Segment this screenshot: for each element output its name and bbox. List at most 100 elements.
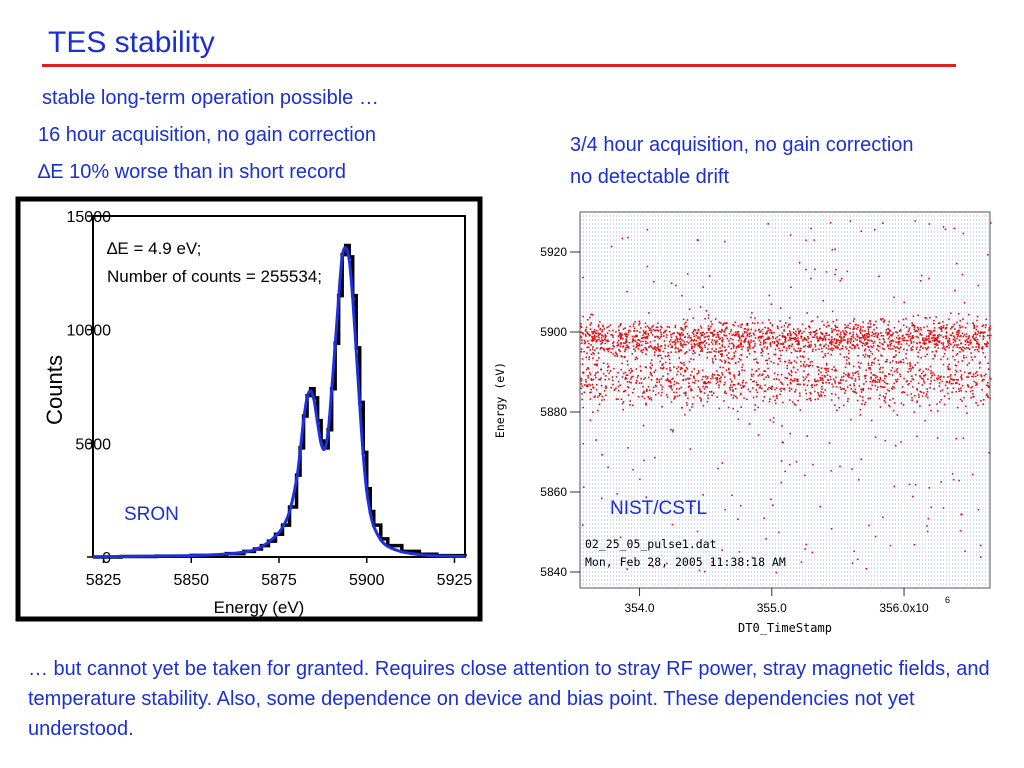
data-point	[711, 360, 714, 363]
data-point	[599, 393, 602, 395]
data-point	[771, 324, 774, 326]
data-point	[632, 325, 635, 328]
data-point	[710, 341, 713, 344]
data-point	[774, 388, 776, 391]
data-point	[884, 397, 886, 400]
data-point	[957, 331, 960, 333]
data-point	[837, 339, 840, 341]
data-point	[887, 331, 890, 334]
data-point	[761, 335, 763, 338]
file-name-annotation: 02_25_05_pulse1.dat	[585, 537, 717, 551]
data-point	[905, 317, 907, 320]
data-point	[899, 329, 902, 332]
data-point	[926, 335, 928, 338]
data-point	[603, 389, 606, 392]
data-point	[769, 345, 772, 347]
data-point	[882, 343, 884, 346]
data-point	[934, 337, 937, 339]
data-point	[959, 320, 962, 322]
data-point	[835, 326, 837, 328]
data-point	[728, 387, 731, 389]
data-point	[731, 494, 733, 497]
data-point	[833, 344, 836, 347]
data-point	[704, 382, 707, 385]
data-point	[681, 294, 683, 297]
data-point	[697, 344, 699, 347]
data-point	[874, 385, 877, 387]
data-point	[822, 299, 825, 302]
data-point	[834, 273, 836, 276]
data-point	[860, 388, 862, 391]
data-point	[953, 379, 956, 381]
data-point	[692, 352, 694, 355]
data-point	[696, 332, 699, 335]
data-point	[707, 328, 710, 330]
data-point	[893, 382, 896, 385]
data-point	[985, 394, 988, 397]
data-point	[975, 384, 977, 387]
data-point	[954, 340, 957, 343]
data-point	[665, 379, 668, 382]
data-point	[848, 373, 851, 376]
data-point	[590, 322, 592, 324]
data-point	[654, 384, 657, 387]
data-point	[682, 329, 685, 332]
data-point	[853, 344, 855, 347]
data-point	[674, 339, 677, 341]
data-point	[919, 390, 922, 393]
data-point	[963, 371, 966, 373]
data-point	[697, 329, 700, 332]
data-point	[860, 336, 863, 339]
data-point	[617, 343, 620, 346]
data-point	[766, 331, 768, 333]
data-point	[895, 341, 897, 344]
data-point	[598, 357, 600, 359]
data-point	[860, 341, 863, 344]
data-point	[971, 389, 974, 392]
data-point	[982, 338, 985, 340]
data-point	[645, 342, 647, 345]
data-point	[684, 352, 687, 354]
data-point	[828, 338, 830, 341]
data-point	[590, 339, 593, 341]
data-point	[784, 376, 786, 379]
data-point	[844, 327, 846, 329]
data-point	[983, 374, 986, 377]
data-point	[940, 325, 943, 328]
data-point	[886, 389, 889, 391]
data-point	[604, 334, 607, 337]
data-point	[682, 318, 685, 321]
data-point	[924, 316, 926, 319]
data-point	[598, 392, 601, 395]
data-point	[790, 369, 793, 372]
data-point	[954, 359, 956, 361]
data-point	[684, 325, 687, 328]
data-point	[747, 349, 749, 352]
data-point	[739, 393, 742, 396]
data-point	[832, 348, 835, 350]
data-point	[948, 340, 951, 343]
data-point	[850, 339, 852, 342]
data-point	[773, 378, 775, 380]
data-point	[619, 350, 622, 353]
data-point	[890, 369, 892, 372]
data-point	[833, 337, 836, 340]
data-point	[902, 404, 905, 406]
data-point	[884, 375, 886, 377]
left-line-3: ∆E 10% worse than in short record	[38, 161, 346, 183]
data-point	[603, 328, 606, 330]
data-point	[617, 339, 620, 342]
data-point	[860, 391, 863, 393]
data-point	[758, 368, 760, 370]
data-point	[737, 418, 740, 421]
data-point	[607, 466, 609, 469]
data-point	[624, 327, 626, 329]
data-point	[962, 232, 965, 235]
data-point	[683, 361, 685, 364]
data-point	[613, 389, 616, 391]
data-point	[788, 361, 790, 364]
data-point	[605, 385, 607, 387]
data-point	[881, 371, 884, 374]
data-point	[911, 324, 914, 327]
data-point	[828, 348, 830, 350]
